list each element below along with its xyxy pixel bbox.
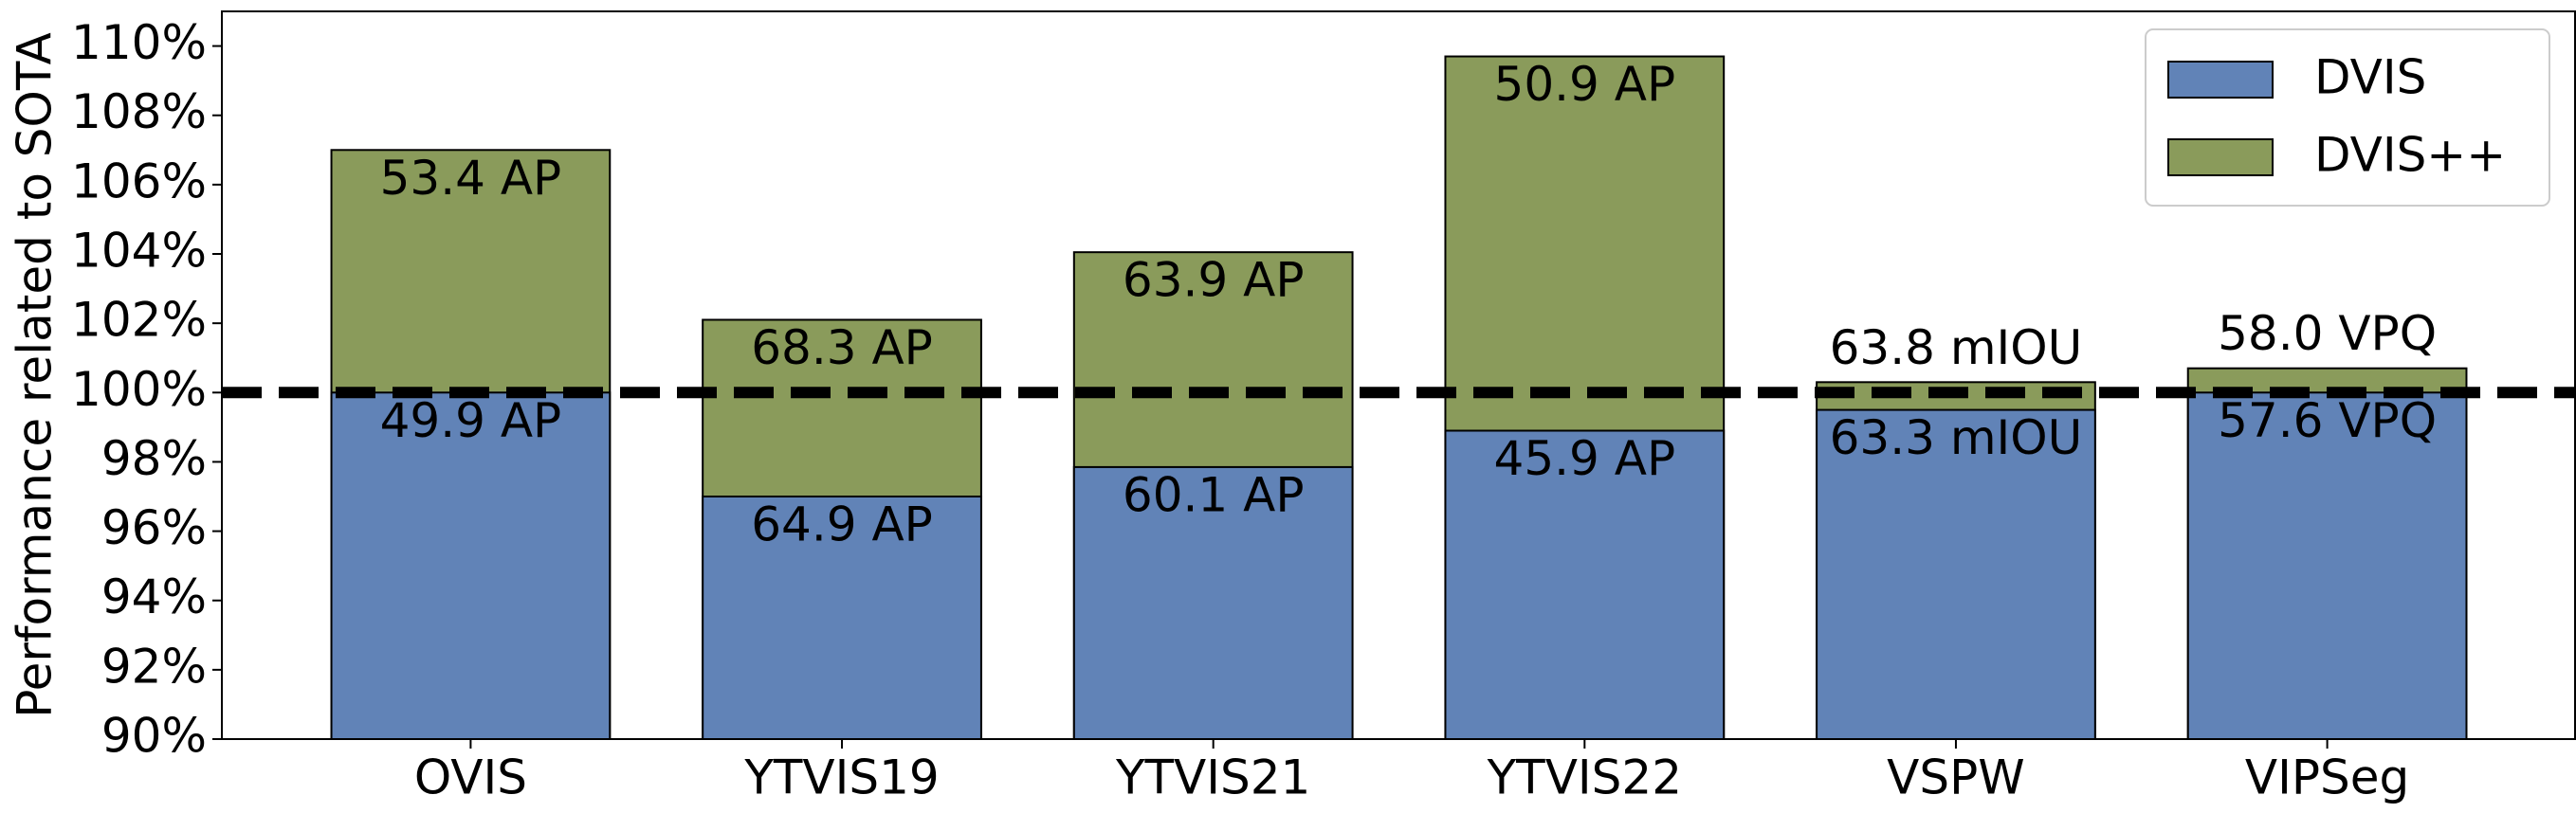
bar-annotation: 64.9 AP xyxy=(751,497,933,552)
y-tick-label: 92% xyxy=(101,639,207,694)
y-tick-label: 90% xyxy=(101,709,207,764)
bar-annotation: 57.6 VPQ xyxy=(2218,393,2437,448)
x-tick-label: YTVIS21 xyxy=(1115,750,1310,805)
x-tick-label: YTVIS19 xyxy=(743,750,939,805)
y-tick-label: 108% xyxy=(71,84,207,139)
bar-annotation: 63.3 mIOU xyxy=(1830,410,2083,465)
bar-annotation: 45.9 AP xyxy=(1494,431,1676,486)
bar xyxy=(1816,408,2096,740)
y-tick-label: 100% xyxy=(71,362,207,417)
bar-annotation: 58.0 VPQ xyxy=(2218,306,2437,361)
plot-frame xyxy=(221,10,2576,740)
x-tick-label: VSPW xyxy=(1887,750,2025,805)
y-tick-label: 96% xyxy=(101,500,207,555)
x-tick-label: YTVIS22 xyxy=(1487,750,1682,805)
y-tick-label: 110% xyxy=(71,15,207,70)
y-axis-label: Performance related to SOTA xyxy=(8,32,63,718)
bar xyxy=(330,391,612,740)
bar xyxy=(1444,429,1726,740)
y-tick-label: 104% xyxy=(71,224,207,279)
bar xyxy=(2186,391,2468,740)
bar xyxy=(702,496,982,740)
legend-label: DVIS xyxy=(2314,50,2426,105)
bar-annotation: 53.4 AP xyxy=(380,151,562,206)
bar xyxy=(1072,465,1354,740)
bar-annotation: 63.9 AP xyxy=(1123,253,1305,308)
bar-annotation: 68.3 AP xyxy=(751,320,933,375)
bar-annotation: 63.8 mIOU xyxy=(1830,320,2083,375)
x-tick-label: VIPSeg xyxy=(2245,750,2409,805)
y-tick-label: 98% xyxy=(101,431,207,486)
y-tick-label: 106% xyxy=(71,154,207,208)
bar-annotation: 49.9 AP xyxy=(380,393,562,448)
bar-annotation: 50.9 AP xyxy=(1494,57,1676,112)
legend-label: DVIS++ xyxy=(2314,128,2506,183)
legend-swatch xyxy=(2167,61,2274,99)
y-tick-label: 102% xyxy=(71,293,207,348)
y-tick-label: 94% xyxy=(101,569,207,624)
legend-swatch xyxy=(2167,138,2274,176)
x-tick-label: OVIS xyxy=(414,750,527,805)
bar-annotation: 60.1 AP xyxy=(1123,467,1305,522)
